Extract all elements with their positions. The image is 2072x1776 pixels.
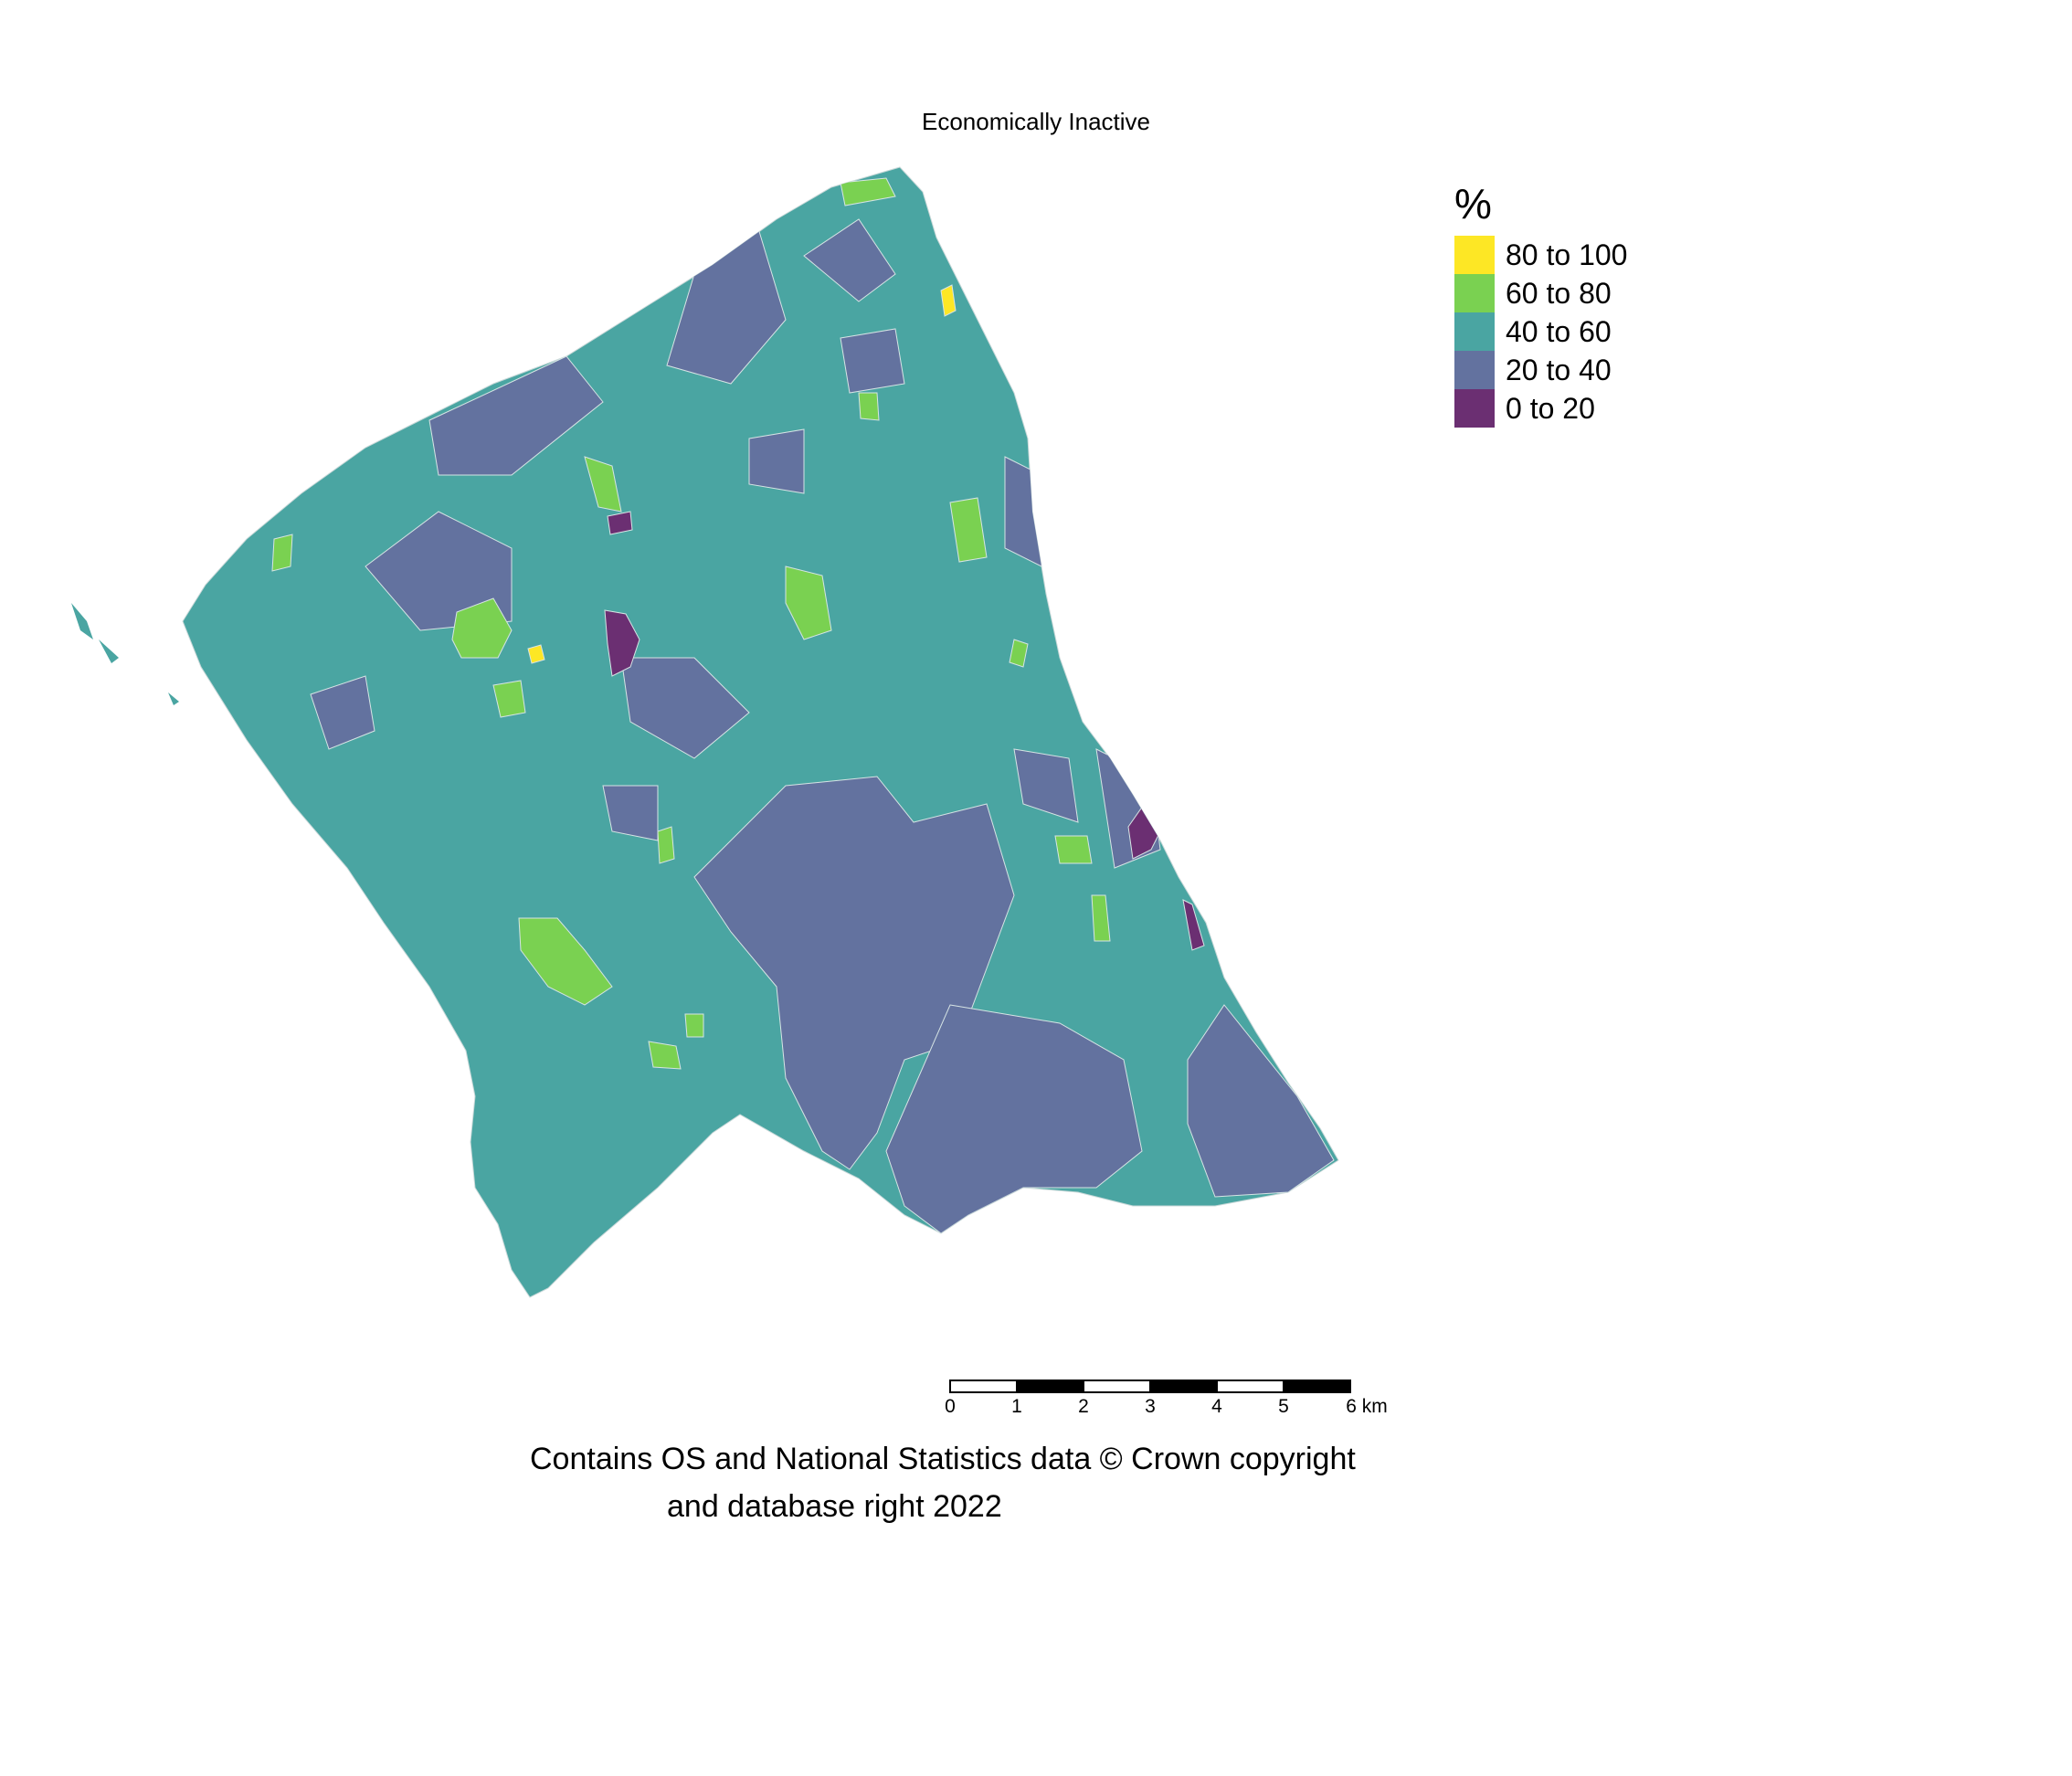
zone-20-40: [310, 675, 375, 750]
legend-title: %: [1454, 180, 1492, 227]
legend-swatch: [1454, 389, 1495, 428]
legend-swatch: [1454, 351, 1495, 389]
zone-60-80: [1009, 639, 1029, 668]
map-title: Economically Inactive: [922, 108, 1150, 135]
legend: % 80 to 100 60 to 80 40 to 60 20 to 40 0…: [1454, 179, 1627, 428]
legend-label: 40 to 60: [1506, 314, 1612, 348]
legend-swatch: [1454, 274, 1495, 312]
zone-20-40: [803, 218, 896, 302]
zone-60-80: [1091, 894, 1111, 942]
scale-bar: 0 1 2 3 4 5 6 km: [941, 1378, 1388, 1432]
zone-20-40: [365, 511, 513, 631]
zone-80-100: [527, 644, 545, 664]
zone-60-80: [684, 1013, 704, 1038]
scale-tick-label: 6 km: [1346, 1396, 1388, 1417]
zone-20-40: [840, 328, 905, 394]
zone-20-40: [748, 428, 805, 494]
island-fragment: [168, 692, 179, 705]
island-fragment: [71, 603, 93, 640]
scale-tick-label: 5: [1278, 1396, 1289, 1417]
legend-label: 20 to 40: [1506, 353, 1612, 386]
zone-60-80: [271, 534, 293, 572]
zone-60-80: [451, 597, 513, 659]
legend-swatch: [1454, 312, 1495, 351]
zone-20-40: [428, 355, 604, 476]
zone-20-40: [693, 776, 1015, 1170]
zone-60-80: [858, 392, 880, 421]
zone-60-80: [492, 680, 526, 718]
zone-60-80: [949, 497, 988, 563]
credit-line-1: Contains OS and National Statistics data…: [530, 1442, 1356, 1476]
zone-60-80: [518, 917, 613, 1006]
scale-tick-label: 2: [1078, 1396, 1089, 1417]
scale-bar-segments: [949, 1380, 1351, 1393]
scale-tick-label: 3: [1145, 1396, 1156, 1417]
zone-60-80: [657, 826, 675, 864]
zone-60-80: [584, 456, 622, 513]
zone-0-20: [604, 609, 640, 677]
zone-20-40: [1187, 1004, 1335, 1198]
legend-label: 80 to 100: [1506, 238, 1628, 271]
zone-0-20: [607, 511, 633, 535]
legend-item: 0 to 20: [1454, 389, 1627, 428]
legend-label: 0 to 20: [1506, 391, 1595, 425]
zone-0-20: [1182, 899, 1205, 951]
legend-item: 40 to 60: [1454, 312, 1627, 351]
legend-label: 60 to 80: [1506, 276, 1612, 310]
legend-item: 60 to 80: [1454, 274, 1627, 312]
zone-60-80: [648, 1041, 682, 1070]
island-fragment: [99, 640, 119, 663]
credit-line-2: and database right 2022: [667, 1489, 1002, 1524]
zone-80-100: [940, 284, 957, 317]
zone-60-80: [1054, 835, 1093, 864]
scale-tick-label: 0: [945, 1396, 956, 1417]
legend-item: 20 to 40: [1454, 351, 1627, 389]
zone-20-40: [602, 785, 659, 841]
scale-tick-label: 4: [1211, 1396, 1222, 1417]
zone-20-40: [1013, 748, 1079, 823]
legend-swatch: [1454, 236, 1495, 274]
zone-60-80: [785, 566, 832, 640]
legend-item: 80 to 100: [1454, 236, 1627, 274]
zone-20-40: [620, 657, 750, 759]
scale-tick-label: 1: [1011, 1396, 1022, 1417]
zone-20-40: [885, 1004, 1143, 1234]
zone-20-40: [1004, 456, 1042, 567]
zone-60-80: [840, 177, 896, 206]
